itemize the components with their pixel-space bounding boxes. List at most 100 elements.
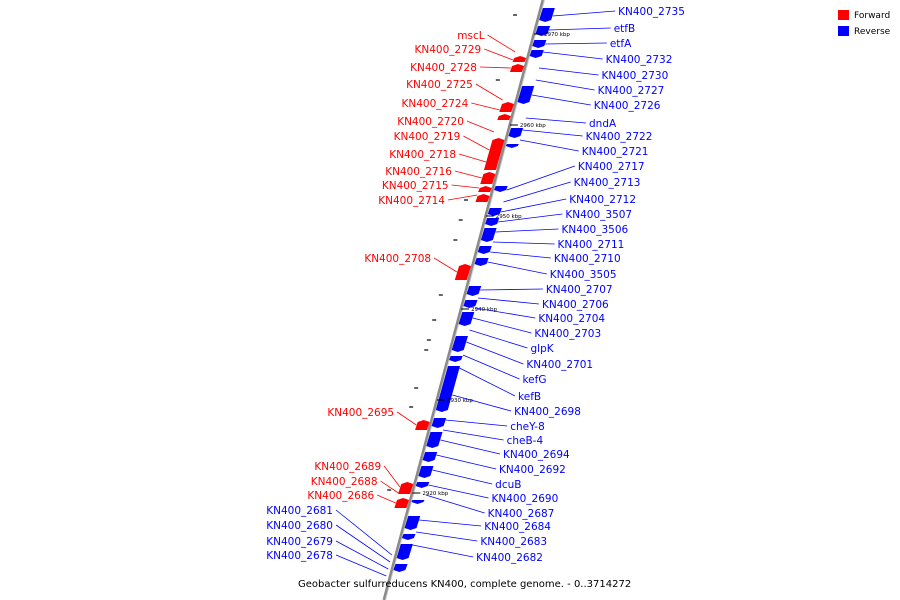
reverse-gene-label-leader [495, 228, 559, 233]
forward-gene-label-leader [447, 194, 478, 201]
reverse-gene-feature [418, 466, 434, 478]
reverse-gene-feature [505, 144, 519, 148]
reverse-gene-label-leader [335, 540, 389, 570]
forward-gene-label-leader [383, 465, 401, 488]
scale-tick-label: 2960 kbp [520, 123, 546, 129]
forward-gene-feature [415, 420, 430, 430]
reverse-gene-label: KN400_2680 [266, 520, 333, 532]
forward-gene-feature [509, 64, 525, 72]
scale-tick-label: 2950 kbp [496, 214, 522, 220]
reverse-gene-label: KN400_2679 [266, 536, 333, 548]
reverse-gene-feature [487, 208, 502, 216]
reverse-gene-label: KN400_2701 [526, 359, 593, 371]
reverse-gene-label-leader [545, 42, 607, 45]
forward-gene-label-leader [433, 257, 458, 273]
reverse-gene-feature [494, 186, 508, 192]
forward-gene-label: KN400_2715 [382, 180, 449, 192]
forward-gene-label-leader [484, 48, 514, 61]
forward-gene-label-leader [475, 83, 503, 101]
reverse-gene-label-leader [487, 261, 547, 275]
reverse-gene-label: KN400_2703 [534, 328, 601, 340]
reverse-gene-feature [532, 40, 547, 48]
reverse-gene-label: etfB [614, 23, 635, 35]
reverse-gene-label-leader [445, 419, 508, 427]
reverse-gene-label-leader [492, 241, 555, 245]
reverse-gene-feature [415, 482, 430, 488]
reverse-gene-label: KN400_2722 [586, 131, 653, 143]
forward-gene-label: mscL [457, 30, 484, 42]
reverse-gene-feature [517, 86, 535, 104]
reverse-gene-label: KN400_2698 [514, 406, 581, 418]
legend-reverse-swatch [838, 26, 849, 36]
legend: Forward Reverse [838, 10, 891, 37]
reverse-gene-label: KN400_2707 [546, 284, 613, 296]
reverse-gene-label-leader [452, 394, 512, 412]
reverse-gene-label-leader [459, 367, 516, 397]
reverse-gene-feature [451, 336, 468, 352]
forward-gene-feature [454, 264, 472, 280]
reverse-gene-label-leader [531, 94, 591, 106]
reverse-gene-label-leader [419, 519, 482, 527]
forward-gene-label-leader [396, 411, 417, 426]
reverse-gene-label-leader [425, 494, 485, 514]
reverse-gene-label: KN400_2684 [484, 521, 551, 533]
reverse-gene-label-leader [412, 544, 474, 558]
reverse-gene-label-leader [466, 341, 524, 365]
reverse-gene-label: KN400_2678 [266, 550, 333, 562]
forward-gene-feature [394, 498, 410, 508]
reverse-gene-label-leader [335, 524, 391, 563]
reverse-gene-label-leader [519, 139, 579, 152]
reverse-gene-feature [474, 258, 489, 266]
forward-gene-label: KN400_2708 [364, 253, 431, 265]
reverse-gene-label-leader [335, 554, 387, 577]
reverse-gene-label: KN400_2730 [602, 70, 669, 82]
forward-gene-label-leader [458, 153, 487, 163]
reverse-gene-label: KN400_2712 [569, 194, 636, 206]
forward-gene-label-leader [451, 184, 480, 189]
reverse-gene-label-leader [440, 439, 501, 455]
scale-tick-label: 2940 kbp [471, 307, 497, 313]
reverse-gene-label: cheB-4 [507, 435, 544, 447]
forward-gene-label: KN400_2725 [406, 79, 473, 91]
forward-gene-label-leader [487, 34, 516, 53]
reverse-gene-label-leader [522, 129, 583, 137]
forward-gene-label-leader [466, 120, 495, 133]
forward-gene-label: KN400_2688 [311, 476, 378, 488]
reverse-gene-label: cheY-8 [510, 421, 545, 433]
reverse-gene-label: KN400_2683 [480, 536, 547, 548]
forward-gene-label: KN400_2724 [402, 98, 469, 110]
reverse-gene-label: KN400_2692 [499, 464, 566, 476]
scale-tick-label: 2970 kbp [544, 32, 570, 38]
reverse-gene-label-leader [552, 10, 616, 17]
genome-backbone-shadow [385, 0, 545, 600]
reverse-gene-label: KN400_2717 [578, 161, 645, 173]
reverse-gene-label-leader [462, 354, 520, 380]
forward-gene-label: KN400_2686 [307, 490, 374, 502]
reverse-gene-feature [539, 8, 555, 22]
reverse-gene-label: KN400_2690 [492, 493, 559, 505]
reverse-gene-label-leader [475, 307, 536, 319]
forward-gene-label-leader [479, 66, 511, 69]
reverse-gene-label: KN400_3507 [565, 209, 632, 221]
reverse-gene-label: KN400_2704 [538, 313, 605, 325]
reverse-gene-label-leader [543, 51, 603, 60]
forward-gene-feature [499, 102, 514, 112]
reverse-gene-label-leader [535, 79, 595, 91]
reverse-gene-feature [393, 564, 408, 572]
forward-gene-label: KN400_2718 [389, 149, 456, 161]
reverse-gene-label: KN400_2706 [542, 299, 609, 311]
reverse-gene-label-leader [436, 454, 497, 470]
forward-gene-feature [398, 482, 414, 494]
reverse-gene-feature [431, 418, 447, 428]
reverse-gene-label-leader [477, 297, 539, 305]
forward-gene-feature [475, 194, 490, 202]
forward-gene-feature [480, 172, 496, 184]
reverse-gene-label-leader [415, 531, 478, 542]
reverse-gene-label: KN400_2711 [558, 239, 625, 251]
legend-reverse-label: Reverse [854, 27, 891, 37]
forward-gene-feature [497, 114, 511, 120]
reverse-gene-feature [463, 300, 478, 308]
reverse-gene-label-leader [500, 198, 567, 213]
legend-forward-label: Forward [854, 11, 890, 21]
